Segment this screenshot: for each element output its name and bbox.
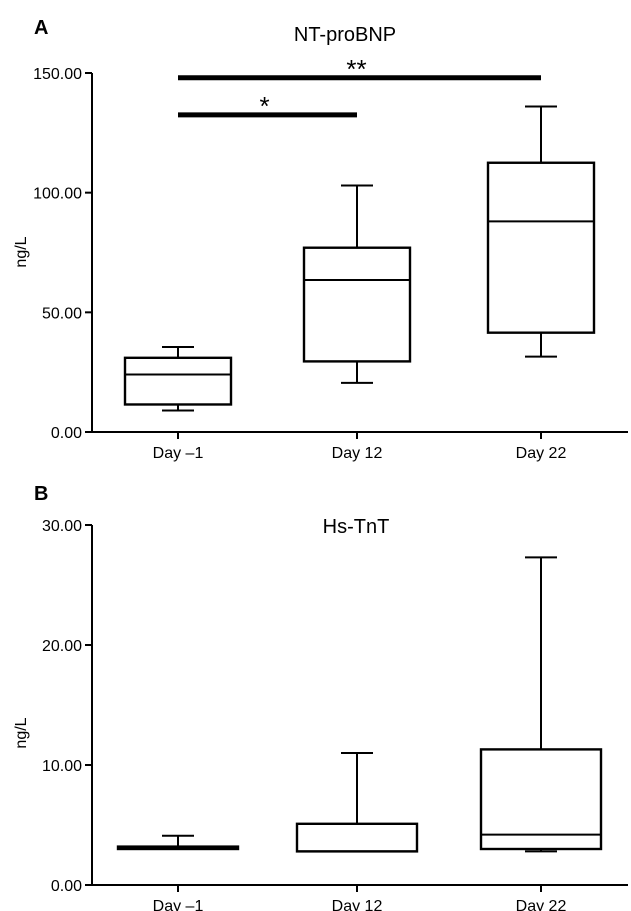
panel-letter-b: B (34, 483, 48, 505)
x-tick-label: Day 12 (332, 898, 383, 911)
chart-title-a: NT-proBNP (294, 24, 396, 46)
box-iqr (486, 161, 596, 334)
y-tick-label: 100.00 (33, 186, 82, 203)
box-plot (479, 556, 603, 853)
y-tick-label: 0.00 (51, 878, 82, 895)
significance-label: * (259, 91, 269, 121)
x-tick-label: Day 12 (332, 445, 383, 462)
panel-b: B Hs-TnT ng/L 0.00 10.00 20.00 30.00 Day –1 D… (13, 483, 628, 911)
y-axis-label-b: ng/L (13, 717, 30, 748)
box-plot (123, 346, 233, 412)
box-plot (486, 105, 596, 358)
x-tick-label: Day 22 (516, 898, 567, 911)
box-plot (302, 184, 412, 384)
y-tick-label: 0.00 (51, 425, 82, 442)
box-iqr (123, 356, 233, 406)
x-tick-label: Day –1 (153, 445, 204, 462)
significance-label: ** (346, 54, 366, 84)
y-tick-label: 10.00 (42, 758, 82, 775)
y-tick-label: 30.00 (42, 518, 82, 535)
box-plot (116, 834, 240, 851)
x-tick-label: Day –1 (153, 898, 204, 911)
panel-a: A NT-proBNP ng/L 0.00 50.00 100.00 150.00 Da… (13, 17, 628, 462)
box-iqr (479, 748, 603, 851)
x-tick-label: Day 22 (516, 445, 567, 462)
chart-title-b: Hs-TnT (323, 516, 390, 538)
panel-letter-a: A (34, 17, 48, 39)
y-tick-label: 20.00 (42, 638, 82, 655)
box-plot (295, 752, 419, 853)
box-iqr (302, 246, 412, 363)
y-tick-label: 150.00 (33, 66, 82, 83)
box-iqr (295, 822, 419, 853)
y-axis-label-a: ng/L (13, 236, 30, 267)
y-tick-label: 50.00 (42, 305, 82, 322)
